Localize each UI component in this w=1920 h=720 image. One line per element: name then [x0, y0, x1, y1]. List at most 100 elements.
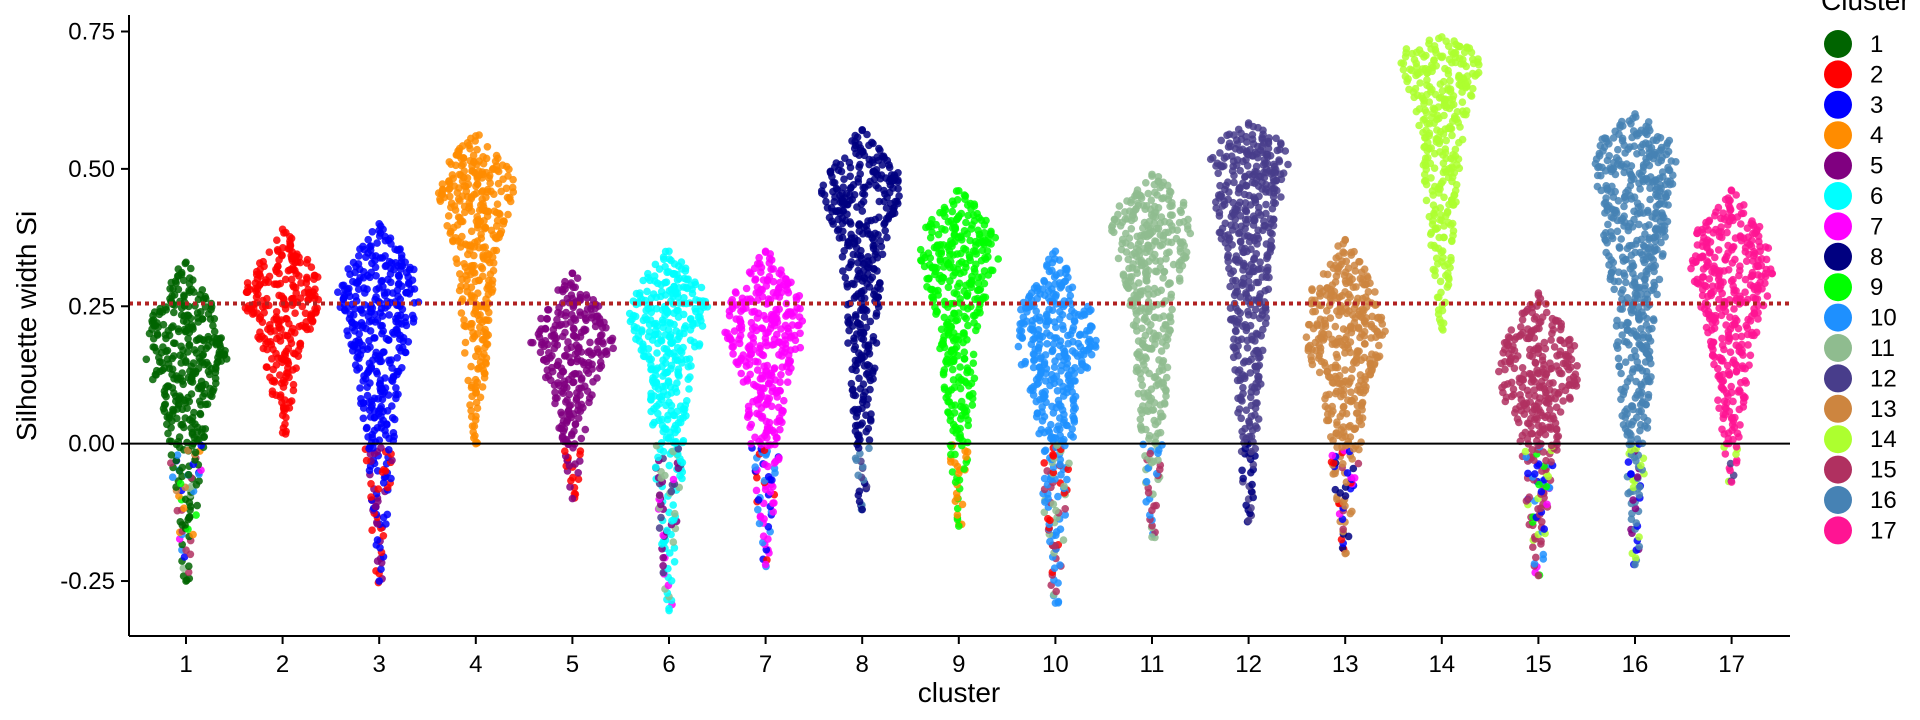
point: [313, 304, 322, 313]
point: [551, 388, 559, 397]
point: [311, 271, 319, 280]
point: [466, 401, 474, 409]
point: [373, 239, 381, 247]
point: [670, 320, 678, 329]
point: [839, 267, 847, 275]
point: [471, 375, 480, 384]
point: [456, 270, 464, 278]
point: [960, 329, 968, 337]
point: [582, 291, 591, 299]
point: [665, 461, 674, 470]
point: [684, 375, 692, 384]
point: [751, 463, 759, 471]
point: [786, 357, 795, 365]
point: [1052, 587, 1060, 596]
point: [951, 401, 959, 410]
point: [185, 397, 194, 406]
point: [569, 324, 578, 333]
point: [962, 263, 970, 272]
point: [683, 397, 691, 405]
point: [1247, 432, 1256, 441]
point: [276, 279, 285, 288]
point: [142, 355, 151, 364]
point: [980, 267, 989, 275]
point: [1430, 241, 1438, 250]
point-max: [858, 126, 866, 135]
point: [180, 504, 188, 512]
point: [567, 291, 576, 299]
point: [1361, 340, 1369, 348]
point: [1239, 383, 1247, 392]
point: [297, 279, 305, 287]
point: [1056, 307, 1064, 316]
point: [664, 377, 673, 385]
point: [1272, 134, 1280, 143]
point: [388, 456, 396, 465]
point: [1176, 248, 1185, 256]
point: [479, 153, 487, 161]
point: [739, 351, 747, 359]
point: [576, 447, 585, 455]
point: [483, 249, 492, 258]
point: [1252, 347, 1260, 355]
point: [851, 427, 860, 436]
point: [370, 334, 378, 342]
point: [940, 313, 949, 322]
point: [670, 282, 678, 291]
point: [377, 322, 385, 330]
point: [1074, 339, 1083, 348]
point: [1332, 387, 1341, 396]
point: [178, 420, 187, 429]
point: [1032, 282, 1041, 290]
point: [1339, 525, 1347, 534]
point: [865, 444, 873, 453]
point: [657, 287, 666, 296]
point: [849, 250, 858, 259]
point: [1277, 193, 1285, 201]
point: [1150, 416, 1158, 425]
point: [171, 339, 179, 348]
point: [381, 384, 390, 392]
point: [555, 424, 563, 432]
point: [368, 526, 376, 534]
point: [595, 364, 604, 373]
point: [960, 348, 969, 357]
point: [847, 379, 856, 388]
point: [163, 413, 172, 421]
point: [1335, 371, 1344, 380]
point: [1136, 422, 1145, 430]
point: [1215, 212, 1224, 220]
point: [1038, 285, 1047, 294]
point: [934, 286, 942, 295]
point: [1237, 335, 1246, 344]
point: [1049, 452, 1058, 460]
point: [1159, 312, 1168, 321]
point: [303, 255, 312, 264]
point: [963, 201, 972, 209]
point: [895, 192, 903, 200]
point: [381, 304, 390, 312]
point: [836, 160, 845, 169]
point: [750, 307, 759, 316]
point: [756, 342, 764, 350]
point-min: [278, 428, 287, 437]
point-min: [858, 505, 866, 514]
point: [477, 230, 485, 239]
point: [1149, 406, 1158, 414]
point: [584, 348, 592, 357]
point: [377, 444, 385, 452]
point: [461, 240, 470, 248]
point: [978, 246, 987, 255]
point: [672, 327, 680, 335]
point: [1169, 260, 1178, 269]
point: [1157, 286, 1165, 295]
point: [190, 408, 198, 417]
point: [581, 425, 590, 434]
point: [382, 334, 391, 343]
point: [377, 277, 386, 286]
point: [503, 193, 512, 202]
point: [458, 295, 467, 303]
point: [1339, 423, 1348, 431]
point: [570, 332, 579, 340]
point: [650, 272, 659, 280]
